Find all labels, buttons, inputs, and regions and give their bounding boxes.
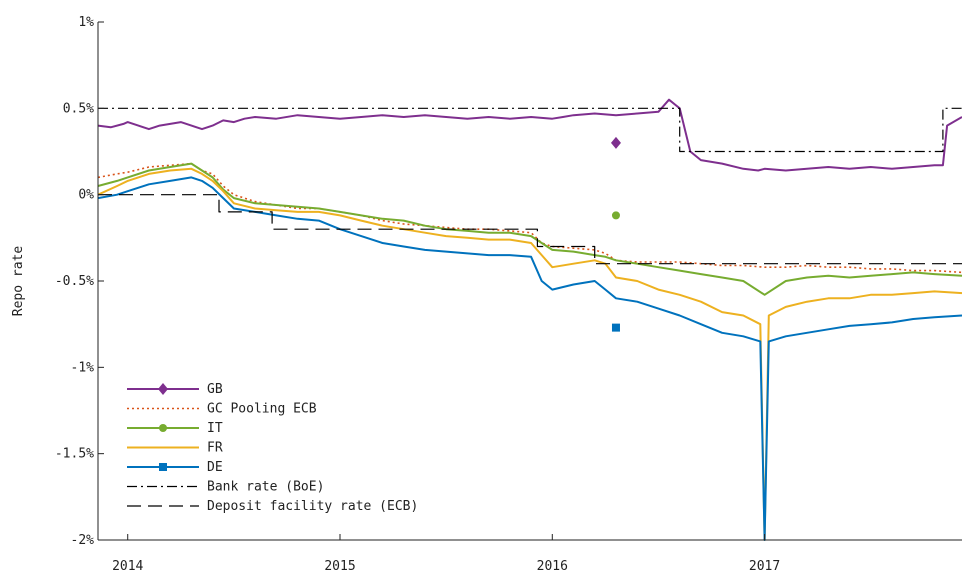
legend-marker-4: [159, 463, 167, 471]
series-line-5: [98, 107, 962, 153]
legend-label-0: GB: [207, 382, 223, 397]
legend-label-1: GC Pooling ECB: [207, 402, 317, 417]
legend-label-6: Deposit facility rate (ECB): [207, 499, 418, 514]
series-line-1: [97, 162, 962, 274]
axes: 1% 0.5% 0% -0.5% -1% -1.5% -2% 2014 2015 2016 2017: [55, 15, 962, 574]
series-marker-0: [610, 136, 621, 149]
legend-label-3: FR: [207, 441, 223, 456]
y-tick-label: -1.5%: [55, 447, 94, 462]
x-tick-label: 2016: [537, 559, 568, 574]
series-line-4: [97, 176, 962, 541]
y-tick-label: -2%: [71, 533, 95, 548]
series-line-6: [98, 194, 962, 265]
legend-marker-2: [159, 424, 167, 432]
x-tick-label: 2017: [749, 559, 780, 574]
series-marker-4: [611, 323, 620, 332]
y-tick-label: 1%: [78, 15, 94, 30]
y-tick-label: 0.5%: [63, 101, 94, 116]
series-layer: [97, 98, 962, 541]
series-line-3: [97, 167, 962, 541]
legend-label-4: DE: [207, 460, 223, 475]
legend: GB GC Pooling ECB IT FR DE Bank rate (BoE) Dep…: [127, 382, 418, 514]
x-tick-label: 2015: [324, 559, 355, 574]
series-line-2: [97, 162, 962, 296]
x-tick-label: 2014: [112, 559, 143, 574]
legend-label-2: IT: [207, 421, 223, 436]
legend-label-5: Bank rate (BoE): [207, 480, 324, 495]
series-line-0: [97, 98, 962, 172]
y-axis-label: Repo rate: [11, 246, 26, 317]
series-marker-2: [611, 211, 620, 220]
y-tick-label: 0%: [78, 188, 94, 203]
legend-marker-0: [158, 383, 168, 395]
y-tick-label: -1%: [71, 360, 95, 375]
y-tick-label: -0.5%: [55, 274, 94, 289]
